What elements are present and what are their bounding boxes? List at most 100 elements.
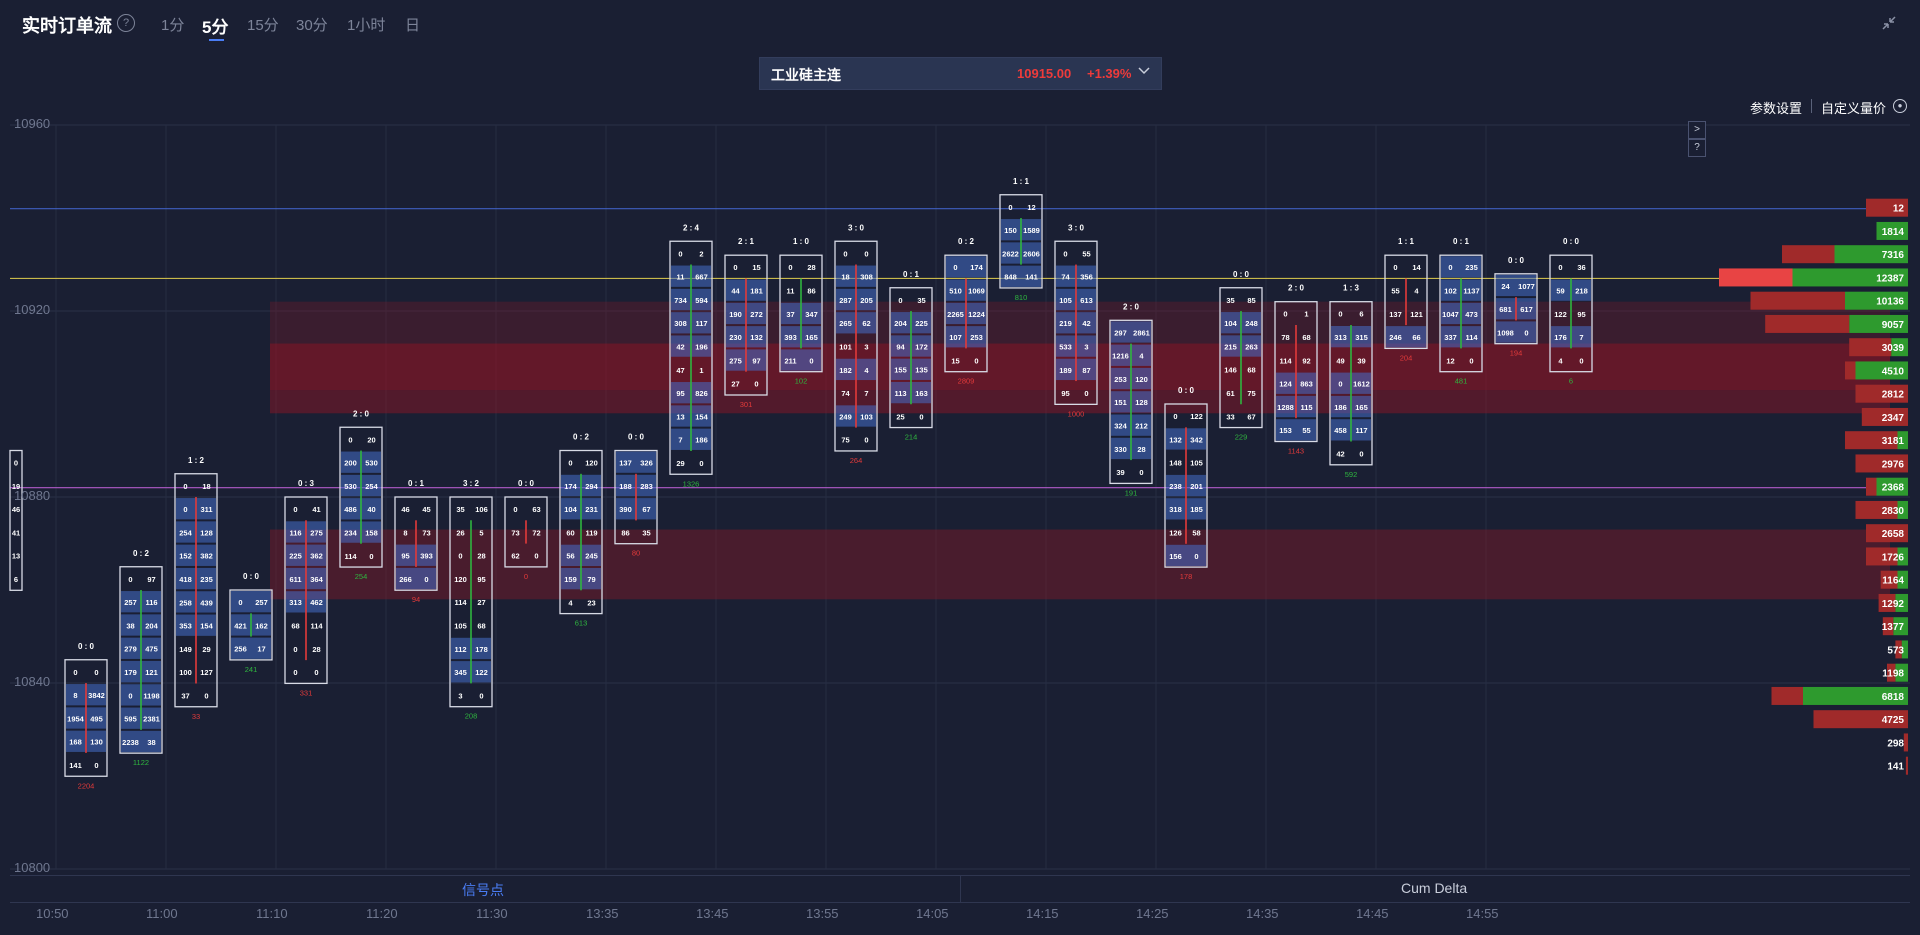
ask-volume: 103 xyxy=(860,412,873,421)
ask-volume: 95 xyxy=(477,575,485,584)
bid-volume: 308 xyxy=(674,319,687,328)
candle-box xyxy=(1329,301,1373,466)
profile-sell-bar xyxy=(1845,431,1898,450)
tab-signals[interactable]: 信号点 xyxy=(462,882,504,898)
profile-volume: 3039 xyxy=(1882,343,1905,354)
bid-volume: 257 xyxy=(124,598,137,607)
bid-volume: 141 xyxy=(69,761,82,770)
bid-volume: 18 xyxy=(841,273,849,282)
symbol-selector[interactable]: 工业硅主连 10915.00 +1.39% xyxy=(759,57,1162,90)
ask-volume: 667 xyxy=(695,273,708,282)
timeframe-1m[interactable]: 1分 xyxy=(161,17,185,34)
ask-volume: 342 xyxy=(1190,435,1203,444)
ask-volume: 158 xyxy=(365,528,378,537)
bid-volume: 3 xyxy=(458,691,462,700)
ask-volume: 120 xyxy=(1135,375,1148,384)
profile-volume: 2830 xyxy=(1882,506,1905,517)
bid-volume: 238 xyxy=(1169,482,1182,491)
tab-cum-delta[interactable]: Cum Delta xyxy=(1401,880,1468,896)
bid-volume: 156 xyxy=(1169,552,1182,561)
volume-highlight xyxy=(1496,321,1536,343)
bid-volume: 0 xyxy=(293,505,297,514)
candle-ratio: 1 : 1 xyxy=(1398,237,1415,246)
collapse-icon[interactable] xyxy=(1880,14,1898,32)
ask-volume: 225 xyxy=(915,319,928,328)
ask-volume: 308 xyxy=(860,273,873,282)
ask-volume: 55 xyxy=(1082,249,1090,258)
ask-volume: 201 xyxy=(1190,482,1203,491)
candle-box xyxy=(1439,254,1483,373)
ask-volume: 68 xyxy=(1302,333,1310,342)
bid-volume: 0 xyxy=(678,249,682,258)
profile-volume: 2368 xyxy=(1882,483,1905,494)
bid-volume: 186 xyxy=(1334,403,1347,412)
ask-volume: 212 xyxy=(1135,422,1148,431)
bid-volume: 56 xyxy=(566,552,574,561)
settings-divider xyxy=(1811,99,1812,113)
side-help-button[interactable]: ? xyxy=(1688,139,1706,157)
bid-volume: 105 xyxy=(454,622,467,631)
ask-volume: 863 xyxy=(1300,380,1313,389)
candle-ratio: 0 : 0 xyxy=(1508,256,1525,265)
bid-volume: 44 xyxy=(731,287,740,296)
bid-volume: 124 xyxy=(1279,380,1292,389)
candle-box xyxy=(834,240,878,452)
profile-sell-bar xyxy=(1866,198,1908,217)
profile-sell-bar xyxy=(1887,663,1896,682)
candle-box xyxy=(669,240,713,475)
timeframe-15m[interactable]: 15分 xyxy=(247,17,279,34)
timeframe-1d[interactable]: 日 xyxy=(405,17,421,34)
candle-ratio: 2 : 4 xyxy=(683,223,700,232)
price-zone xyxy=(270,529,1890,600)
circle-icon[interactable]: ● xyxy=(1893,99,1907,113)
x-tick-label: 14:45 xyxy=(1356,906,1389,921)
ask-volume: 18 xyxy=(202,482,210,491)
expand-button[interactable]: > xyxy=(1688,121,1706,139)
candle-delta: 1143 xyxy=(1288,447,1304,456)
candle-delta: 481 xyxy=(1455,377,1468,386)
ask-volume: 132 xyxy=(750,333,763,342)
bid-volume: 35 xyxy=(1226,296,1234,305)
candle-delta: 194 xyxy=(1510,349,1523,358)
timeframe-30m[interactable]: 30分 xyxy=(296,17,328,34)
candle-box xyxy=(229,589,273,661)
ask-volume: 1077 xyxy=(1518,282,1535,291)
ask-volume: 826 xyxy=(695,389,708,398)
bid-volume: 211 xyxy=(784,356,796,365)
bid-volume: 287 xyxy=(839,296,852,305)
bid-volume: 486 xyxy=(344,505,357,514)
help-icon[interactable]: ? xyxy=(117,14,135,32)
ask-volume: 23 xyxy=(587,598,595,607)
bid-volume: 8 xyxy=(73,691,77,700)
ask-volume: 0 xyxy=(809,356,813,365)
ask-volume: 39 xyxy=(1357,356,1365,365)
bid-volume: 146 xyxy=(1224,366,1237,375)
tab-top-divider xyxy=(10,875,1910,876)
bid-volume: 0 xyxy=(898,296,902,305)
ask-volume: 15 xyxy=(752,263,760,272)
profile-buy-bar xyxy=(1876,477,1908,496)
timeframe-5m[interactable]: 5分 xyxy=(202,18,229,37)
tab-bottom-divider xyxy=(10,902,1910,903)
params-settings-button[interactable]: 参数设置 xyxy=(1750,101,1803,116)
ask-volume: 0 xyxy=(864,249,868,258)
ask-volume: 14 xyxy=(1412,263,1421,272)
bid-volume: 0 xyxy=(458,552,462,561)
ask-volume: 135 xyxy=(915,366,928,375)
candle-delta: 178 xyxy=(1180,572,1193,581)
ask-volume: 67 xyxy=(642,505,650,514)
profile-buy-bar xyxy=(1897,547,1908,566)
ask-volume: 128 xyxy=(1135,398,1148,407)
bid-volume: 33 xyxy=(1226,412,1234,421)
bid-volume: 230 xyxy=(729,333,742,342)
candle-box xyxy=(944,254,988,373)
bid-volume: 4 xyxy=(1558,356,1563,365)
bid-volume: 86 xyxy=(621,528,629,537)
custom-volume-button[interactable]: 自定义量价 xyxy=(1821,101,1887,116)
bid-volume: 0 xyxy=(1338,380,1342,389)
candle-delta: 301 xyxy=(740,400,753,409)
timeframe-1h[interactable]: 1小时 xyxy=(347,17,386,34)
ask-volume: 205 xyxy=(860,296,873,305)
bid-volume: 149 xyxy=(179,645,192,654)
